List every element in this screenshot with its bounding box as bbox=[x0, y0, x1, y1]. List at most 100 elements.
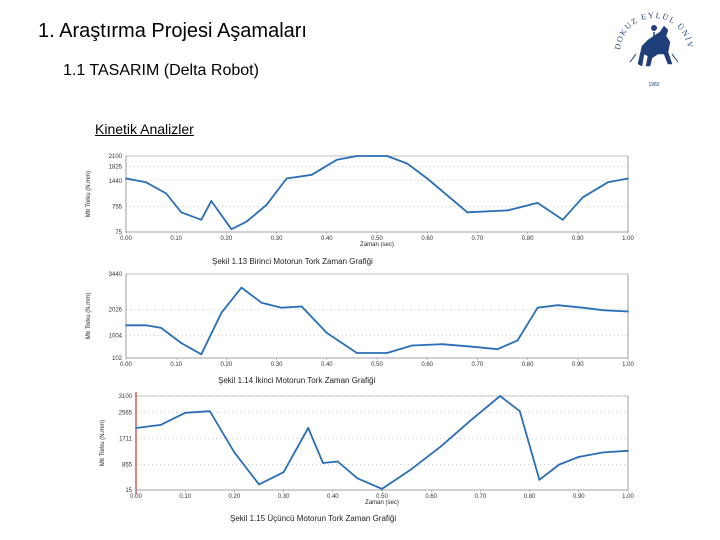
data-point bbox=[627, 177, 629, 180]
x-axis-label: Zaman (sec) bbox=[365, 500, 399, 506]
data-point bbox=[184, 411, 187, 414]
data-point bbox=[160, 326, 163, 329]
y-tick-label: 15 bbox=[125, 488, 132, 494]
x-axis-label: Zaman (sec) bbox=[360, 242, 394, 248]
data-point bbox=[577, 456, 580, 458]
logo-year: 1982 bbox=[648, 82, 659, 88]
data-point bbox=[135, 427, 137, 429]
data-point bbox=[310, 173, 313, 176]
data-point bbox=[210, 200, 213, 202]
x-tick-label: 0.30 bbox=[271, 236, 283, 242]
data-point bbox=[386, 155, 388, 157]
x-tick-label: 0.80 bbox=[524, 494, 536, 500]
chart-motor1-torque: 75 755 1440 1825 2100 0.00 0.10 0.20 0.30 0.40 0.5… bbox=[80, 152, 640, 248]
x-tick-label: 0.50 bbox=[376, 494, 388, 500]
data-point bbox=[200, 218, 203, 221]
data-point bbox=[285, 177, 288, 180]
section-heading: Kinetik Analizler bbox=[95, 121, 194, 137]
slide-subtitle: 1.1 TASARIM (Delta Robot) bbox=[63, 62, 259, 79]
data-point bbox=[536, 306, 539, 309]
x-tick-label: 0.10 bbox=[170, 362, 182, 368]
data-point bbox=[200, 353, 203, 356]
data-point bbox=[581, 196, 584, 199]
x-tick-label: 0.70 bbox=[472, 362, 484, 368]
x-tick-label: 0.90 bbox=[572, 236, 584, 242]
data-point bbox=[381, 488, 383, 490]
x-tick-label: 0.30 bbox=[278, 494, 290, 500]
data-point bbox=[265, 203, 268, 206]
data-point bbox=[538, 478, 541, 481]
data-point bbox=[499, 395, 501, 397]
data-point bbox=[516, 339, 519, 342]
data-point bbox=[335, 158, 338, 161]
data-point bbox=[356, 352, 358, 354]
data-point bbox=[220, 311, 223, 314]
data-point bbox=[506, 209, 509, 212]
x-tick-label: 1.00 bbox=[622, 362, 634, 368]
data-point bbox=[410, 468, 413, 471]
x-tick-label: 0.00 bbox=[120, 236, 132, 242]
data-point bbox=[300, 305, 303, 308]
x-tick-label: 0.90 bbox=[573, 494, 585, 500]
data-point bbox=[322, 462, 324, 464]
series-line bbox=[125, 155, 629, 231]
data-point bbox=[280, 306, 283, 309]
data-point bbox=[145, 324, 147, 327]
x-tick-label: 0.10 bbox=[170, 236, 182, 242]
data-point bbox=[336, 460, 339, 463]
data-point bbox=[125, 177, 127, 180]
data-point bbox=[411, 344, 414, 347]
data-point bbox=[406, 162, 409, 165]
data-point bbox=[356, 477, 359, 480]
y-tick-label: 1004 bbox=[109, 333, 123, 339]
series-line bbox=[135, 395, 629, 490]
y-tick-label: 2565 bbox=[119, 410, 133, 416]
y-tick-label: 75 bbox=[115, 230, 122, 236]
y-tick-label: 1825 bbox=[109, 164, 123, 170]
y-tick-label: 2100 bbox=[109, 154, 123, 160]
x-tick-label: 0.20 bbox=[221, 362, 233, 368]
y-tick-label: 1440 bbox=[109, 179, 123, 185]
data-point bbox=[627, 310, 629, 313]
y-tick-label: 755 bbox=[112, 204, 123, 210]
x-tick-label: 0.30 bbox=[271, 362, 283, 368]
x-tick-label: 0.20 bbox=[221, 236, 233, 242]
data-point bbox=[440, 445, 442, 448]
data-point bbox=[356, 155, 358, 157]
data-point bbox=[386, 352, 388, 354]
x-tick-label: 1.00 bbox=[622, 494, 634, 500]
y-tick-label: 3440 bbox=[109, 272, 123, 278]
x-tick-label: 0.40 bbox=[327, 494, 339, 500]
data-point bbox=[561, 218, 564, 221]
data-point bbox=[441, 343, 444, 346]
x-tick-label: 0.00 bbox=[120, 362, 132, 368]
x-tick-label: 0.50 bbox=[371, 236, 383, 242]
university-seal-icon: DOKUZ EYLÜL ÜNİVERSİTESİ 1982 bbox=[605, 0, 700, 94]
data-point bbox=[325, 331, 328, 334]
y-tick-label: 855 bbox=[122, 462, 133, 468]
data-point bbox=[245, 220, 248, 223]
y-tick-label: 2026 bbox=[109, 308, 123, 314]
data-point bbox=[159, 424, 162, 426]
x-tick-label: 0.50 bbox=[371, 362, 383, 368]
x-tick-label: 0.90 bbox=[572, 362, 584, 368]
data-point bbox=[145, 181, 147, 184]
data-point bbox=[536, 202, 539, 204]
x-tick-label: 0.40 bbox=[321, 362, 333, 368]
chart-motor3-torque: 15 855 1711 2565 3100 0.00 0.10 0.20 0.30 0.40 0.5… bbox=[80, 390, 640, 506]
data-point bbox=[165, 192, 168, 195]
chart-caption: Şekil 1.14 İkinci Motorun Tork Zaman Gra… bbox=[218, 376, 376, 385]
x-tick-label: 0.10 bbox=[179, 494, 191, 500]
data-point bbox=[602, 309, 604, 312]
chart-caption: Şekil 1.13 Birinci Motorun Tork Zaman Gr… bbox=[212, 257, 373, 266]
data-point bbox=[496, 348, 499, 351]
x-tick-label: 0.70 bbox=[475, 494, 487, 500]
data-point bbox=[607, 181, 609, 184]
x-tick-label: 0.40 bbox=[321, 236, 333, 242]
data-point bbox=[602, 451, 605, 454]
x-tick-label: 0.20 bbox=[229, 494, 241, 500]
data-point bbox=[518, 410, 521, 413]
x-tick-label: 0.60 bbox=[421, 236, 433, 242]
y-tick-label: 102 bbox=[112, 356, 123, 362]
slide-title: 1. Araştırma Projesi Aşamaları bbox=[38, 20, 307, 42]
